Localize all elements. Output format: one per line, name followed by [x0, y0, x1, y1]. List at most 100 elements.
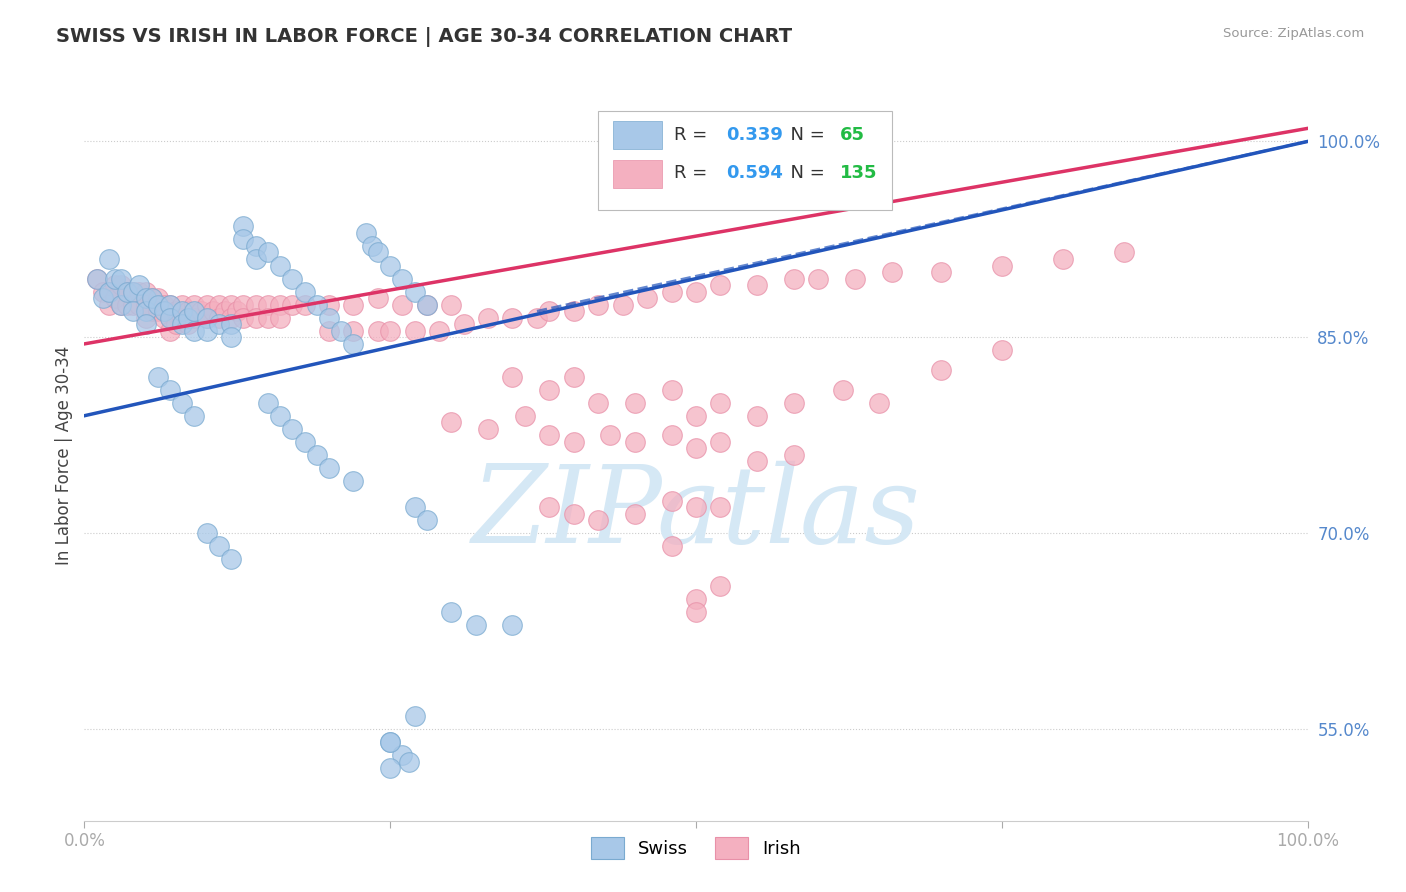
Point — [624, 507, 647, 521]
Point — [165, 304, 187, 318]
Point — [1052, 252, 1074, 266]
Point — [153, 304, 176, 318]
Point — [177, 310, 200, 325]
Point — [685, 442, 707, 456]
Point — [991, 259, 1014, 273]
Point — [232, 219, 254, 234]
Point — [305, 448, 328, 462]
Point — [110, 298, 132, 312]
Text: 0.339: 0.339 — [727, 127, 783, 145]
Point — [257, 310, 280, 325]
Point — [538, 383, 561, 397]
Point — [232, 298, 254, 312]
Point — [416, 298, 439, 312]
Point — [135, 291, 157, 305]
Point — [318, 324, 340, 338]
Point — [391, 298, 413, 312]
Point — [135, 304, 157, 318]
Point — [685, 500, 707, 515]
Point — [538, 500, 561, 515]
Point — [86, 271, 108, 285]
Point — [502, 369, 524, 384]
Point — [709, 278, 731, 293]
FancyBboxPatch shape — [613, 161, 662, 188]
Point — [318, 461, 340, 475]
Legend: Swiss, Irish: Swiss, Irish — [583, 830, 808, 866]
Point — [661, 539, 683, 553]
Point — [747, 278, 769, 293]
Point — [342, 474, 364, 488]
Point — [538, 304, 561, 318]
Point — [183, 298, 205, 312]
Point — [183, 409, 205, 423]
Point — [159, 324, 181, 338]
Point — [91, 285, 114, 299]
Point — [318, 310, 340, 325]
Point — [135, 285, 157, 299]
Point — [624, 395, 647, 409]
Point — [195, 310, 218, 325]
Point — [562, 369, 585, 384]
Text: R =: R = — [673, 127, 713, 145]
Point — [195, 298, 218, 312]
Point — [183, 324, 205, 338]
Point — [747, 409, 769, 423]
Point — [104, 291, 127, 305]
Point — [159, 383, 181, 397]
Point — [318, 298, 340, 312]
Point — [709, 434, 731, 449]
Point — [342, 337, 364, 351]
Point — [208, 318, 231, 332]
Point — [165, 318, 187, 332]
Point — [1114, 245, 1136, 260]
Point — [624, 434, 647, 449]
Point — [513, 409, 536, 423]
Point — [661, 428, 683, 442]
Point — [709, 395, 731, 409]
Point — [245, 252, 267, 266]
Point — [245, 298, 267, 312]
Point — [245, 239, 267, 253]
Text: N =: N = — [779, 127, 831, 145]
Point — [929, 265, 952, 279]
Point — [153, 310, 176, 325]
Point — [294, 298, 316, 312]
Point — [367, 324, 389, 338]
Point — [398, 755, 420, 769]
Point — [586, 298, 609, 312]
Point — [128, 298, 150, 312]
Point — [122, 304, 145, 318]
Point — [245, 310, 267, 325]
Point — [195, 526, 218, 541]
Point — [380, 761, 402, 775]
Point — [991, 343, 1014, 358]
Point — [146, 304, 169, 318]
Point — [115, 298, 138, 312]
Point — [269, 259, 291, 273]
Point — [183, 310, 205, 325]
Point — [685, 409, 707, 423]
Point — [586, 513, 609, 527]
Point — [391, 271, 413, 285]
Point — [391, 748, 413, 763]
Point — [685, 285, 707, 299]
Point — [342, 298, 364, 312]
Point — [122, 298, 145, 312]
Point — [135, 310, 157, 325]
Point — [440, 298, 463, 312]
Point — [97, 252, 120, 266]
Point — [115, 285, 138, 299]
Point — [257, 298, 280, 312]
Point — [685, 605, 707, 619]
Point — [219, 310, 242, 325]
Point — [440, 605, 463, 619]
Point — [807, 271, 830, 285]
Point — [380, 324, 402, 338]
Text: Source: ZipAtlas.com: Source: ZipAtlas.com — [1223, 27, 1364, 40]
Point — [380, 735, 402, 749]
Point — [110, 278, 132, 293]
Point — [929, 363, 952, 377]
Point — [219, 330, 242, 344]
Point — [208, 539, 231, 553]
Point — [562, 434, 585, 449]
